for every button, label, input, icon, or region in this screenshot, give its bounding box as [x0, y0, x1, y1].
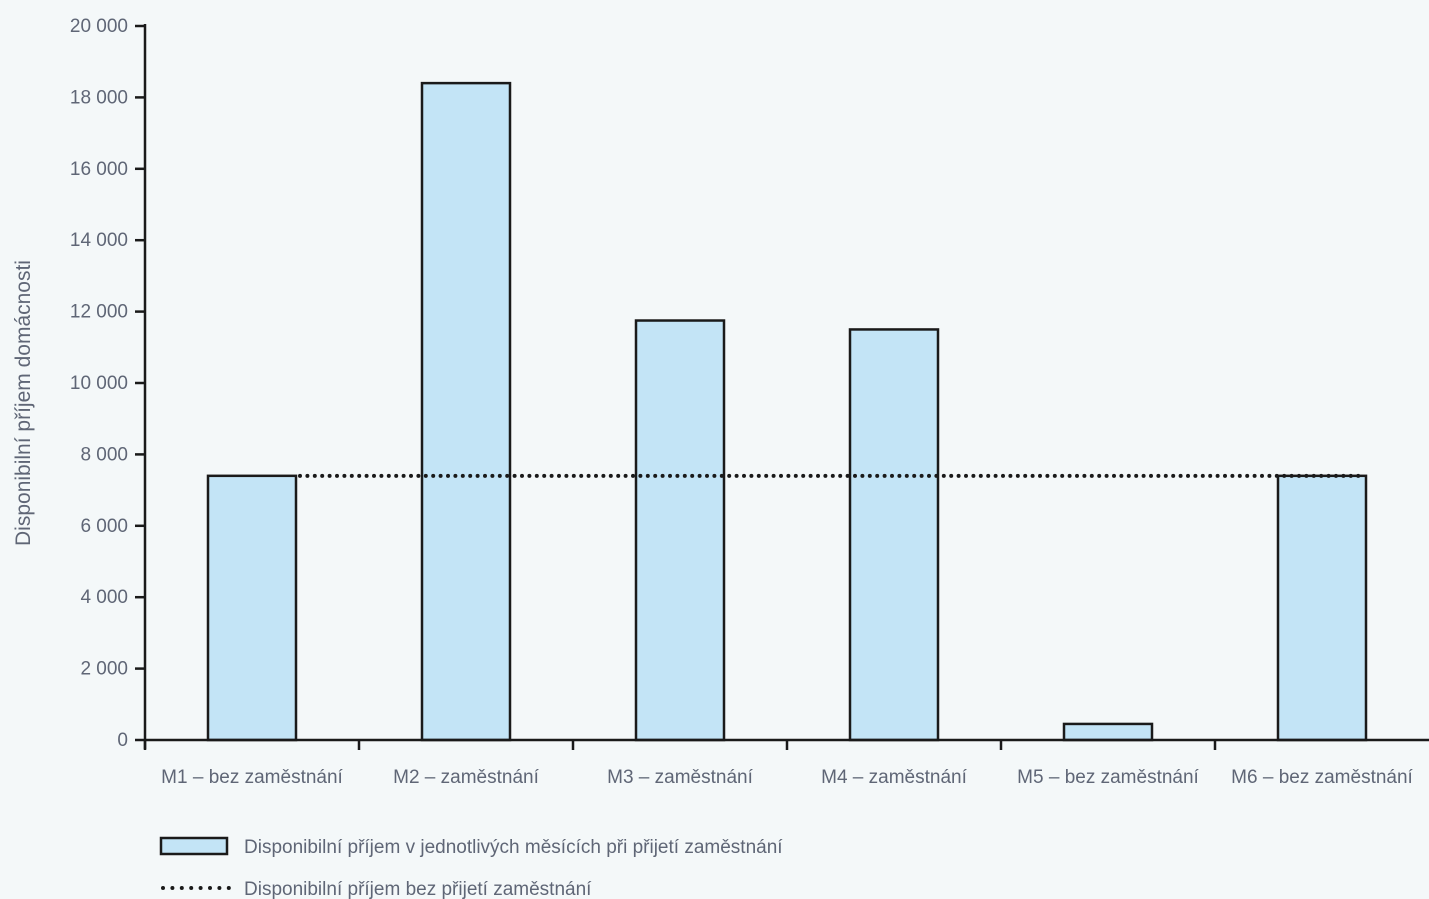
legend: Disponibilní příjem v jednotlivých měsíc…	[159, 836, 783, 899]
y-tick-label: 14 000	[70, 230, 128, 251]
bar	[420, 81, 512, 742]
x-category-label: M3 – zaměstnání	[607, 767, 753, 788]
bar	[1276, 474, 1368, 742]
bar	[206, 474, 298, 742]
x-category-label: M4 – zaměstnání	[821, 767, 967, 788]
y-axis-ticks: 0 2 000 4 000 6 000 8 000 10 000 12 000 14 000 1…	[70, 16, 145, 751]
y-tick-label: 20 000	[70, 16, 128, 37]
legend-bar-label: Disponibilní příjem v jednotlivých měsíc…	[244, 837, 783, 858]
y-tick-label: 12 000	[70, 302, 128, 323]
x-category-label: M2 – zaměstnání	[393, 767, 539, 788]
x-category-label: M5 – bez zaměstnání	[1017, 767, 1199, 788]
legend-bar-swatch	[159, 836, 229, 856]
y-axis-title: Disponibilní příjem domácnosti	[12, 260, 35, 546]
y-tick-label: 8 000	[80, 444, 128, 465]
y-tick-label: 0	[117, 730, 128, 751]
y-tick-label: 10 000	[70, 373, 128, 394]
y-tick-label: 18 000	[70, 87, 128, 108]
y-tick-label: 4 000	[80, 587, 128, 608]
legend-dotted-label: Disponibilní příjem bez přijetí zaměstná…	[244, 879, 592, 899]
x-category-label: M1 – bez zaměstnání	[161, 767, 343, 788]
bar	[634, 319, 726, 742]
bar	[848, 328, 940, 742]
x-category-label: M6 – bez zaměstnání	[1231, 767, 1413, 788]
bar	[1062, 722, 1154, 742]
y-tick-label: 2 000	[80, 659, 128, 680]
y-tick-label: 6 000	[80, 516, 128, 537]
y-tick-label: 16 000	[70, 159, 128, 180]
bars	[206, 81, 1368, 742]
x-axis-ticks: M1 – bez zaměstnání M2 – zaměstnání M3 – z…	[143, 740, 1414, 788]
